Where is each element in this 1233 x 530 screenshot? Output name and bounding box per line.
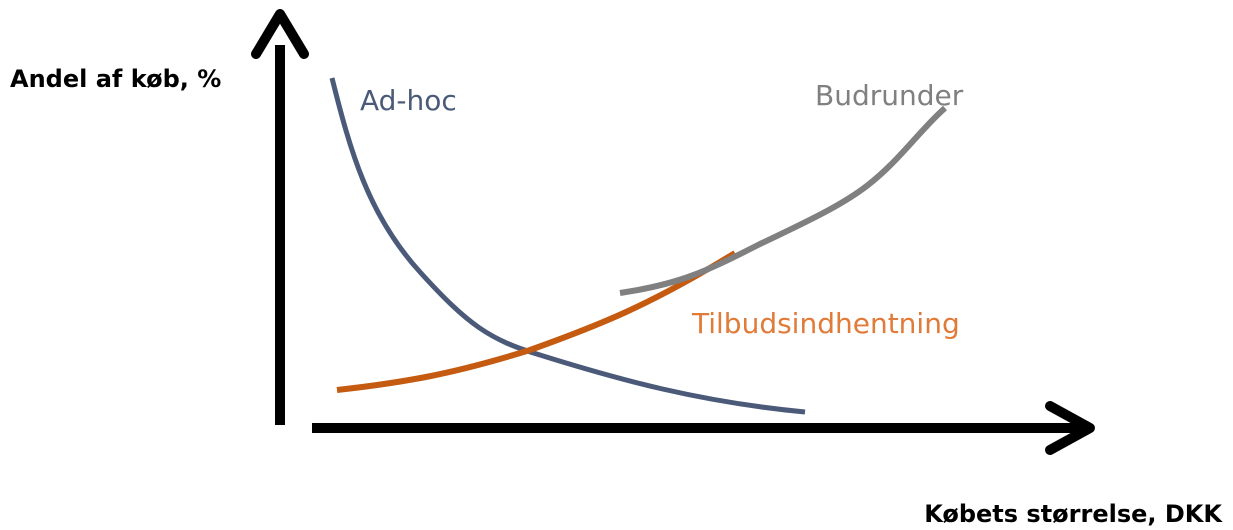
budrunder-curve (619, 105, 947, 296)
x-axis-arrow (1045, 401, 1095, 455)
curve-label: Ad-hoc (360, 84, 457, 117)
y-axis-label: Andel af køb, % (10, 65, 221, 93)
ad-hoc-curve (329, 77, 806, 415)
y-axis-arrow (251, 9, 309, 59)
curve-label: Tilbudsindhentning (691, 307, 960, 340)
x-axis-label: Købets størrelse, DKK (924, 500, 1223, 528)
tilbud-curve (336, 250, 737, 393)
curve-label: Budrunder (815, 79, 964, 112)
